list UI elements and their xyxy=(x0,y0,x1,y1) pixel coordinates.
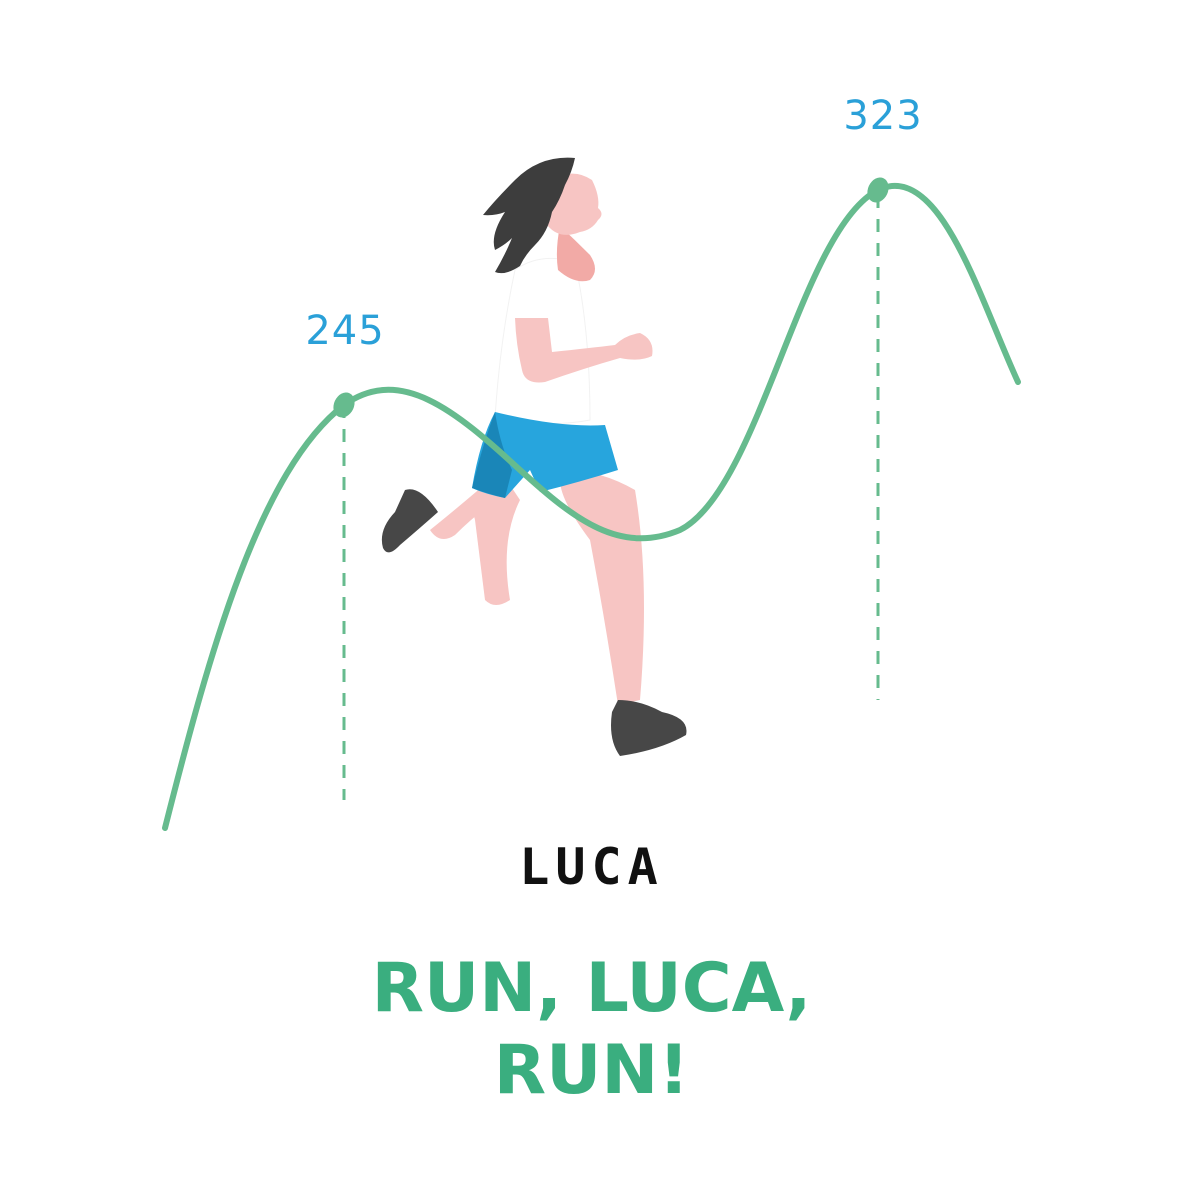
tagline-line-1: RUN, LUCA, xyxy=(371,949,812,1028)
peak-dot-2 xyxy=(867,177,889,203)
peak-label-1: 245 xyxy=(305,308,385,354)
tagline-line-2: RUN! xyxy=(493,1031,690,1110)
peak-label-2: 323 xyxy=(843,93,923,139)
brand-logo: LUCA xyxy=(519,838,664,896)
runner-icon xyxy=(381,157,687,756)
elevation-curve xyxy=(162,182,1021,831)
tagline: RUN, LUCA, RUN! xyxy=(0,948,1183,1112)
peak-dot-1 xyxy=(333,392,355,418)
